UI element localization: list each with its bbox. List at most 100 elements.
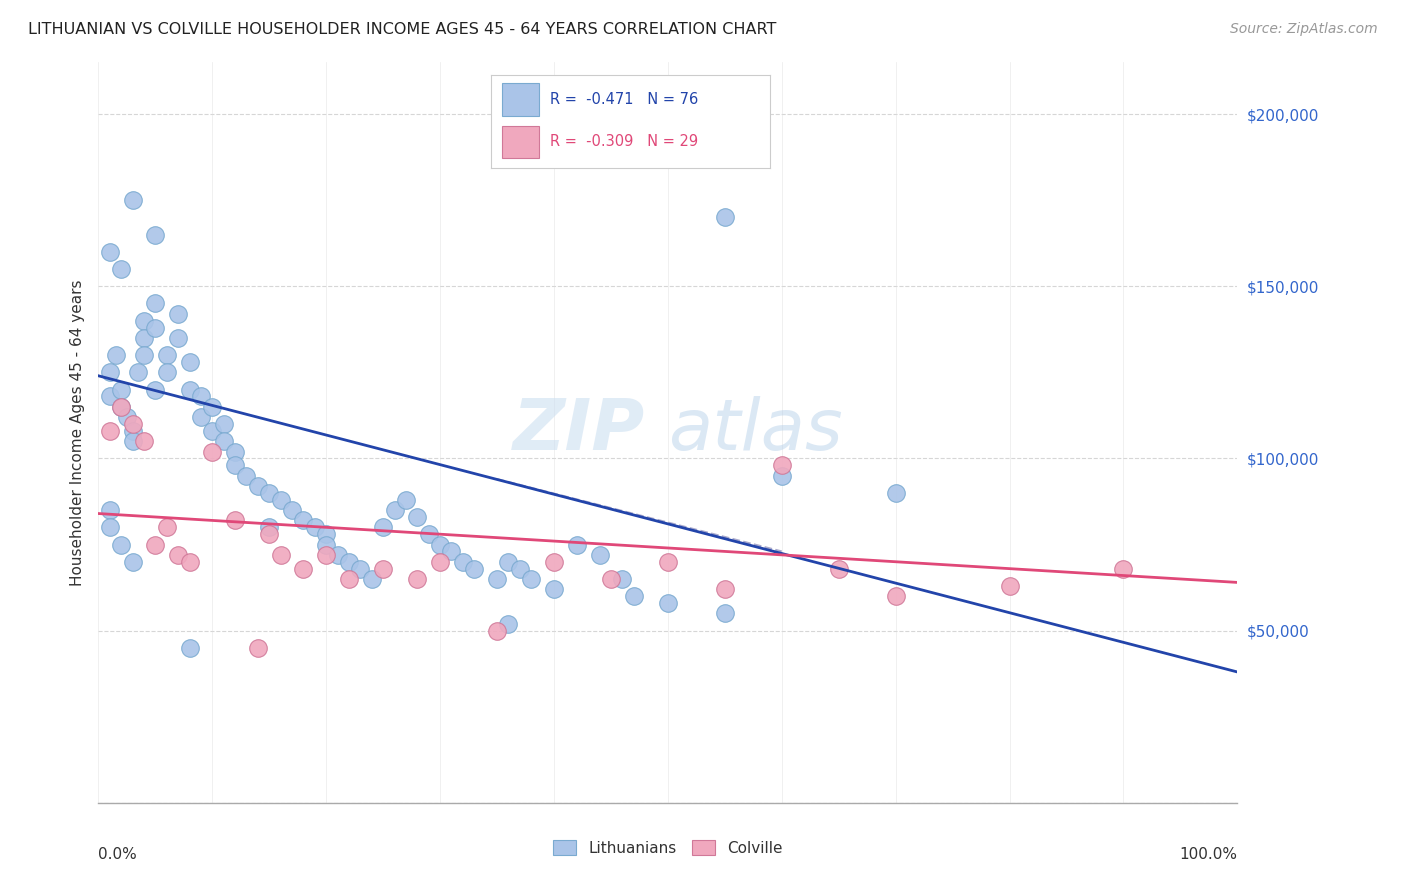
Point xyxy=(259,527,281,541)
Point xyxy=(543,582,565,597)
Point xyxy=(463,561,485,575)
Point xyxy=(156,348,179,362)
Point xyxy=(360,572,382,586)
Point xyxy=(292,513,315,527)
Point xyxy=(828,561,851,575)
Point xyxy=(167,548,190,562)
Point xyxy=(145,227,167,242)
Point xyxy=(190,410,212,425)
Point xyxy=(110,262,132,277)
Point xyxy=(486,624,509,638)
Point xyxy=(270,548,292,562)
Point xyxy=(145,383,167,397)
Point xyxy=(212,417,235,431)
Text: 100.0%: 100.0% xyxy=(1180,847,1237,863)
Point xyxy=(429,537,451,551)
Point xyxy=(110,400,132,414)
Point xyxy=(440,544,463,558)
Point xyxy=(498,616,520,631)
Point xyxy=(121,417,143,431)
Point xyxy=(657,555,679,569)
Point xyxy=(224,458,246,473)
Point xyxy=(292,561,315,575)
Point xyxy=(212,434,235,449)
Point xyxy=(714,607,737,621)
Point xyxy=(127,365,149,379)
Point xyxy=(132,314,155,328)
Point xyxy=(201,400,224,414)
Text: Source: ZipAtlas.com: Source: ZipAtlas.com xyxy=(1230,22,1378,37)
Point xyxy=(998,579,1021,593)
Point xyxy=(315,537,337,551)
Point xyxy=(179,555,201,569)
Point xyxy=(121,434,143,449)
Point xyxy=(167,331,190,345)
Point xyxy=(1112,561,1135,575)
Point xyxy=(98,389,121,403)
Point xyxy=(384,503,406,517)
Point xyxy=(337,572,360,586)
Text: ZIP: ZIP xyxy=(513,396,645,466)
Point xyxy=(98,520,121,534)
Point xyxy=(498,555,520,569)
Point xyxy=(246,640,269,655)
Point xyxy=(612,572,634,586)
Text: LITHUANIAN VS COLVILLE HOUSEHOLDER INCOME AGES 45 - 64 YEARS CORRELATION CHART: LITHUANIAN VS COLVILLE HOUSEHOLDER INCOM… xyxy=(28,22,776,37)
Point xyxy=(657,596,679,610)
Point xyxy=(337,555,360,569)
Point xyxy=(156,520,179,534)
Point xyxy=(98,244,121,259)
Point xyxy=(110,537,132,551)
Point xyxy=(201,424,224,438)
Point xyxy=(418,527,440,541)
Point xyxy=(98,424,121,438)
Point xyxy=(714,582,737,597)
Point xyxy=(121,193,143,207)
Point xyxy=(190,389,212,403)
Point xyxy=(167,307,190,321)
Y-axis label: Householder Income Ages 45 - 64 years: Householder Income Ages 45 - 64 years xyxy=(69,279,84,586)
Point xyxy=(179,355,201,369)
Point xyxy=(224,444,246,458)
Point xyxy=(281,503,304,517)
Point xyxy=(600,572,623,586)
Point xyxy=(395,492,418,507)
Point xyxy=(406,572,429,586)
Point xyxy=(270,492,292,507)
Point xyxy=(623,589,645,603)
Point xyxy=(246,479,269,493)
Point xyxy=(509,561,531,575)
Point xyxy=(371,561,394,575)
Point xyxy=(884,589,907,603)
Point xyxy=(145,296,167,310)
Point xyxy=(543,555,565,569)
Text: 0.0%: 0.0% xyxy=(98,847,138,863)
Text: atlas: atlas xyxy=(668,396,842,466)
Point xyxy=(132,331,155,345)
Point xyxy=(451,555,474,569)
Point xyxy=(429,555,451,569)
Point xyxy=(98,503,121,517)
Point xyxy=(884,486,907,500)
Point xyxy=(145,537,167,551)
Legend: Lithuanians, Colville: Lithuanians, Colville xyxy=(547,834,789,862)
Point xyxy=(371,520,394,534)
Point xyxy=(770,458,793,473)
Point xyxy=(406,510,429,524)
Point xyxy=(98,365,121,379)
Point xyxy=(315,548,337,562)
Point xyxy=(156,365,179,379)
Point xyxy=(145,320,167,334)
Point xyxy=(259,520,281,534)
Point xyxy=(110,383,132,397)
Point xyxy=(110,400,132,414)
Point xyxy=(304,520,326,534)
Point xyxy=(259,486,281,500)
Point xyxy=(179,640,201,655)
Point xyxy=(121,555,143,569)
Point xyxy=(224,513,246,527)
Point xyxy=(132,348,155,362)
Point xyxy=(315,527,337,541)
Point xyxy=(179,383,201,397)
Point xyxy=(565,537,588,551)
